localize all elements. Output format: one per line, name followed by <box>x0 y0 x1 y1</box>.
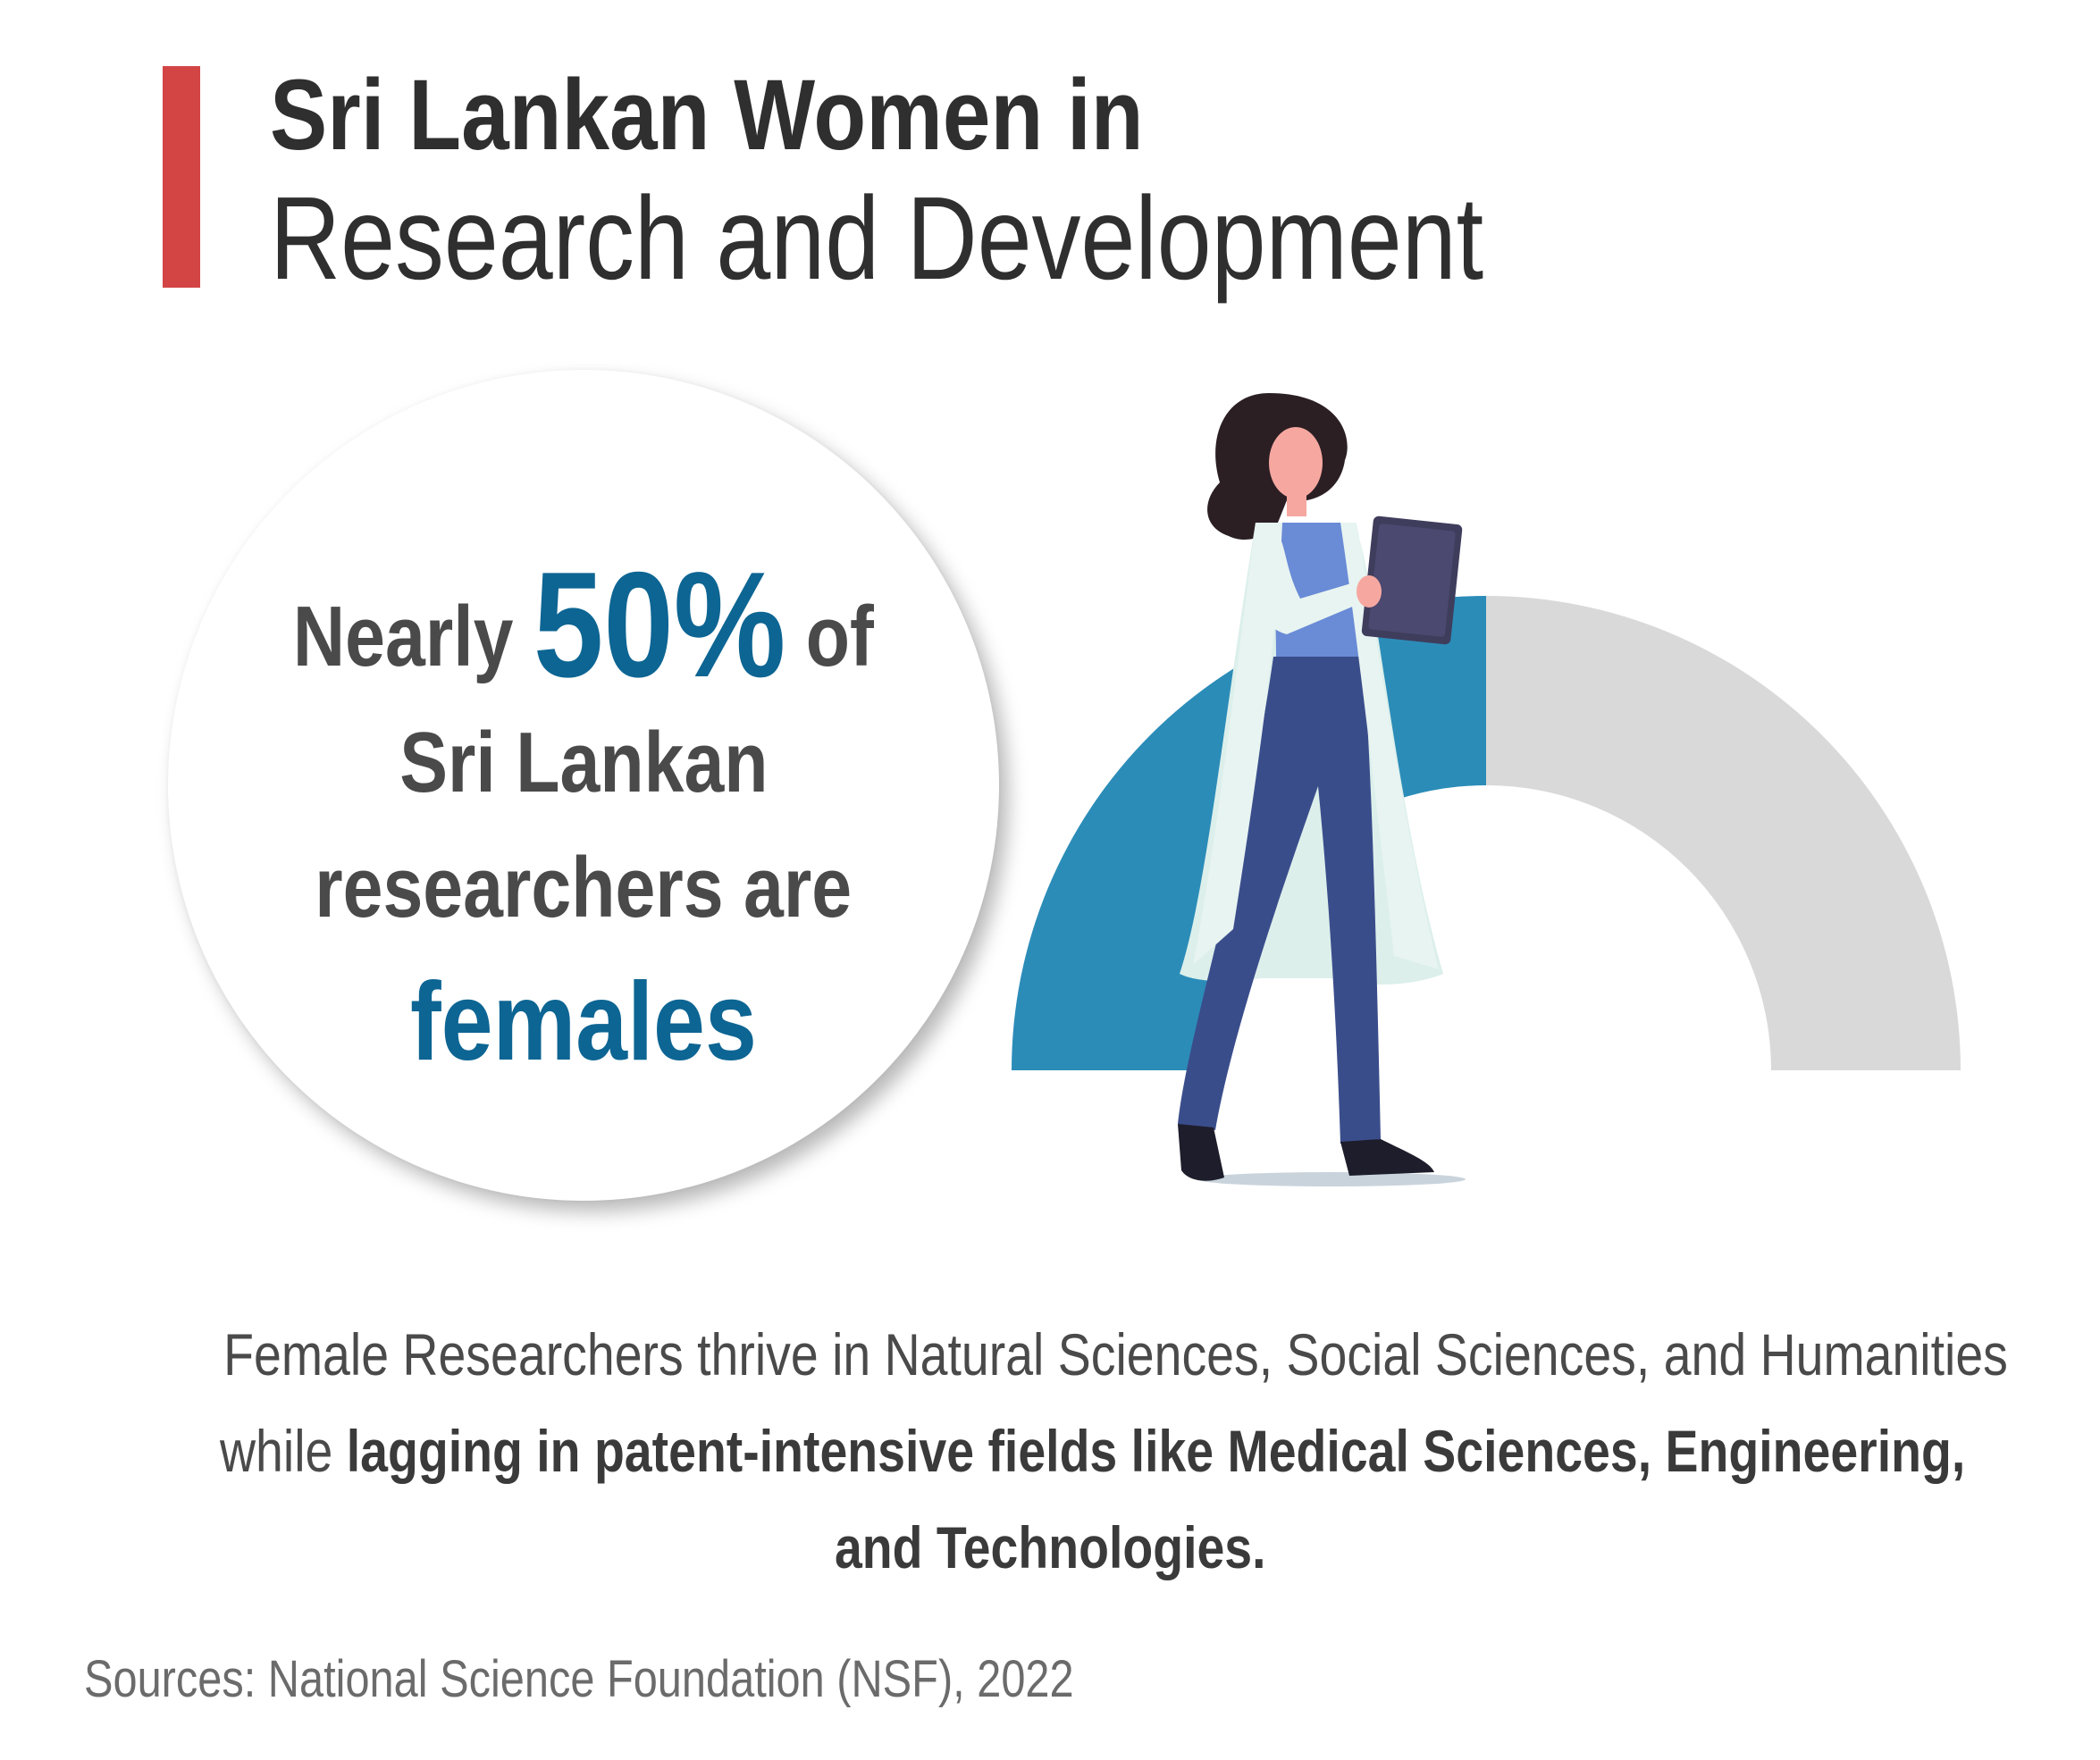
paragraph-line-3-bold: and Technologies. <box>834 1514 1266 1580</box>
stat-line-4: females <box>168 960 999 1085</box>
stat-text: Nearly 50% of Sri Lankan researchers are… <box>168 370 999 1201</box>
stat-circle: Nearly 50% of Sri Lankan researchers are… <box>168 370 999 1201</box>
stat-line-3: researchers are <box>168 834 999 942</box>
researcher-figure-icon <box>1178 393 1463 1181</box>
stat-word-of: of <box>805 589 874 684</box>
gauge-empty-segment <box>1486 596 1961 1070</box>
page-title-light: Research and Development <box>270 172 1484 304</box>
stat-line-1: Nearly 50% of <box>168 549 999 704</box>
stat-line-2: Sri Lankan <box>168 709 999 817</box>
description-paragraph: Female Researchers thrive in Natural Sci… <box>54 1306 2046 1596</box>
stat-line-3-text: researchers are <box>315 840 853 935</box>
paragraph-line-2: while lagging in patent-intensive fields… <box>54 1403 2046 1499</box>
paragraph-line-1: Female Researchers thrive in Natural Sci… <box>54 1306 2046 1403</box>
paragraph-line-1-text: Female Researchers thrive in Natural Sci… <box>223 1321 2008 1387</box>
stat-percent: 50% <box>533 541 786 708</box>
stat-word-nearly: Nearly <box>293 589 514 684</box>
figure-shadow-icon <box>1197 1172 1466 1186</box>
page-title-bold: Sri Lankan Women in <box>270 59 1144 171</box>
paragraph-line-3: and Technologies. <box>54 1499 2046 1596</box>
stat-line-2-text: Sri Lankan <box>399 715 769 810</box>
paragraph-line-2-bold: lagging in patent-intensive fields like … <box>346 1418 1966 1484</box>
source-citation: Sources: National Science Foundation (NS… <box>84 1650 1074 1708</box>
paragraph-line-2-prefix: while <box>220 1418 347 1484</box>
stat-line-4-text: females <box>410 960 757 1084</box>
title-accent-bar <box>163 66 200 288</box>
